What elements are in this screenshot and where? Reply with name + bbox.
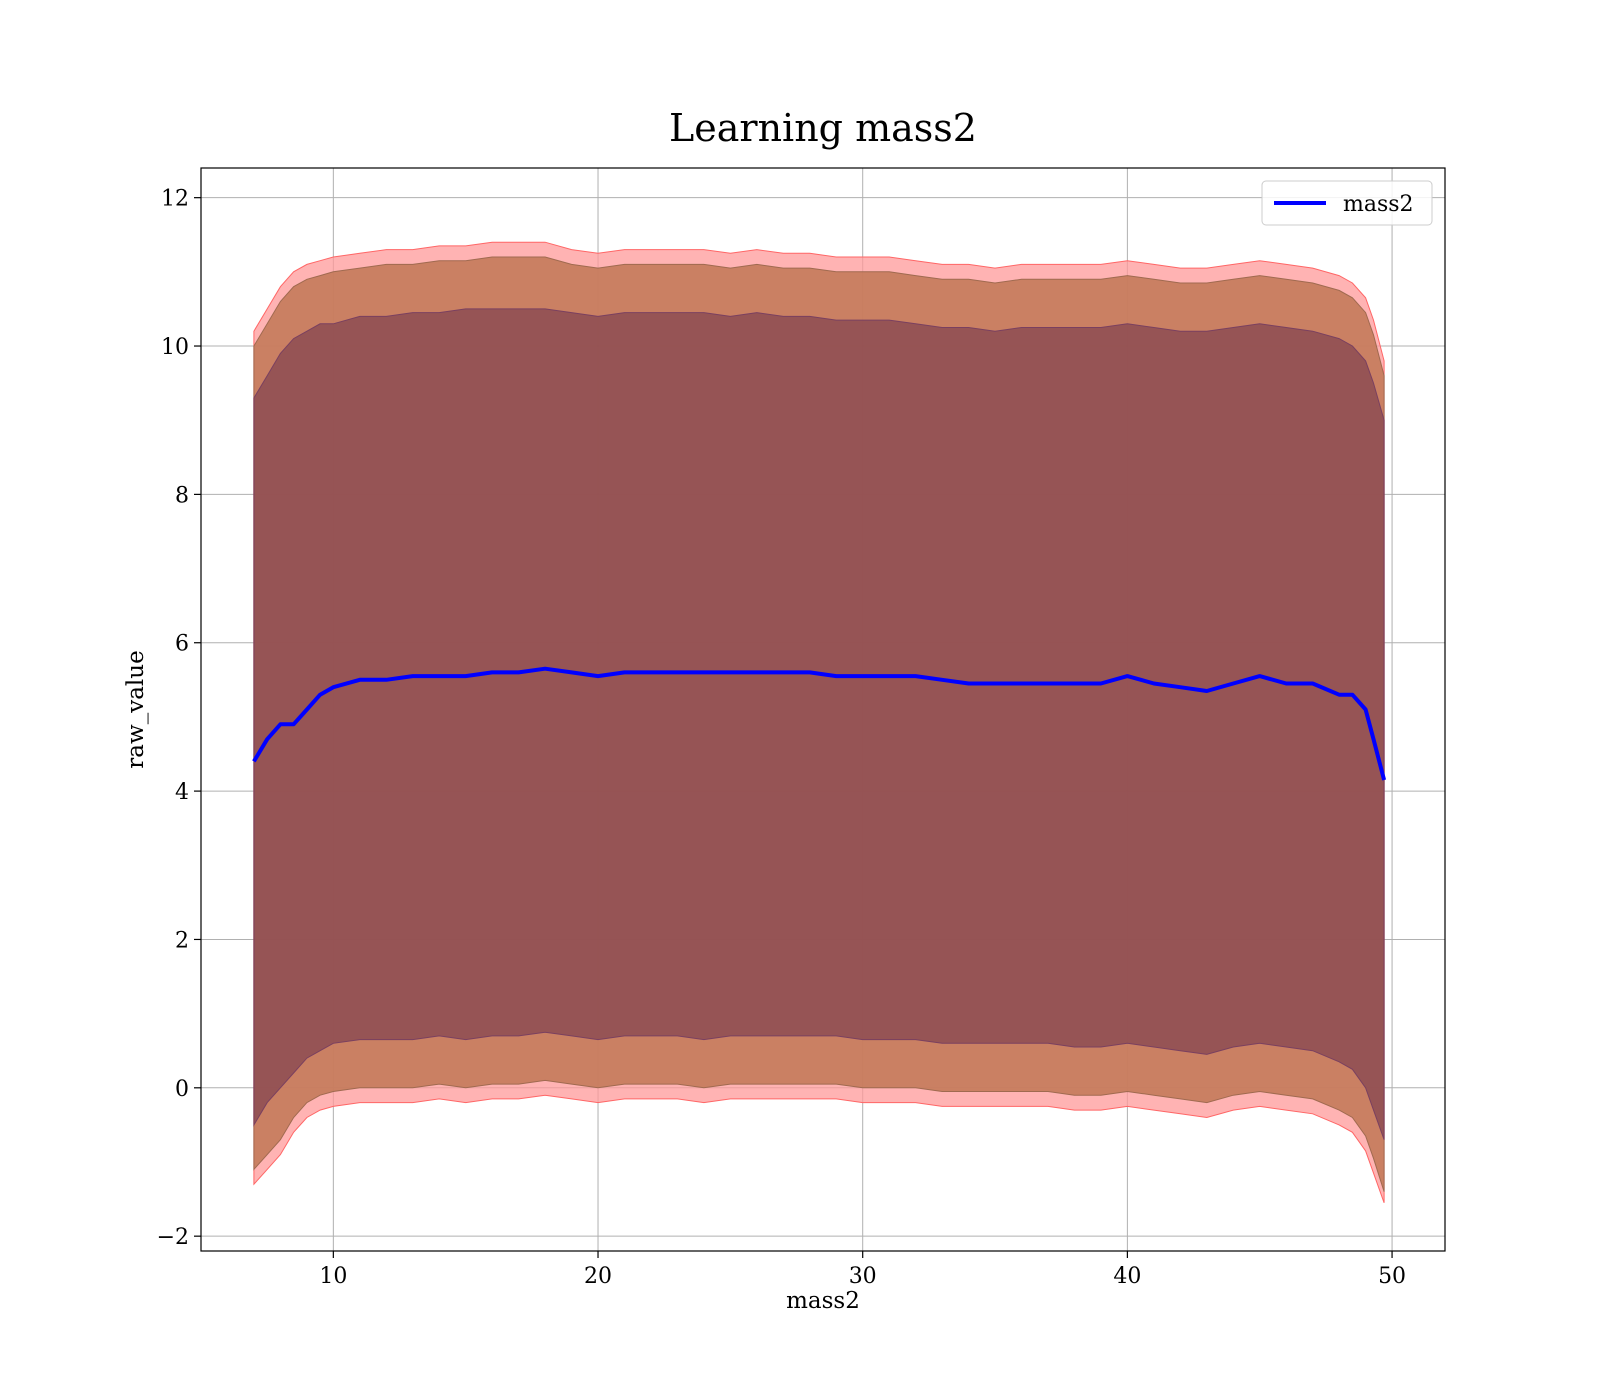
y-tick-label: 2 [175,928,189,953]
y-tick-label: 12 [161,187,189,212]
y-tick-label: −2 [157,1225,189,1250]
x-tick-label: 20 [584,1264,612,1289]
y-tick-label: 0 [175,1077,189,1102]
y-tick-label: 10 [161,335,189,360]
legend: mass2 [1261,180,1433,226]
plot-frame [200,167,1446,1252]
band-inner [253,308,1385,1140]
x-axis-ticks: 10 20 30 40 50 [319,1251,1406,1289]
x-tick-label: 30 [849,1264,877,1289]
legend-box [1261,180,1433,226]
x-tick-label: 10 [319,1264,347,1289]
y-tick-label: 8 [175,483,189,508]
legend-label: mass2 [1343,192,1414,217]
y-axis-ticks: −2 0 2 4 6 8 10 12 [157,187,201,1250]
uncertainty-bands [253,241,1385,1203]
series-line-mass2 [252,666,1387,781]
y-axis-label: raw_value [123,650,149,768]
x-tick-label: 50 [1378,1264,1406,1289]
x-tick-label: 40 [1113,1264,1141,1289]
x-axis-label: mass2 [786,1288,860,1314]
y-tick-label: 6 [175,632,189,657]
series-lines [252,666,1387,781]
y-tick-label: 4 [175,780,189,805]
chart-title: Learning mass2 [669,106,977,150]
